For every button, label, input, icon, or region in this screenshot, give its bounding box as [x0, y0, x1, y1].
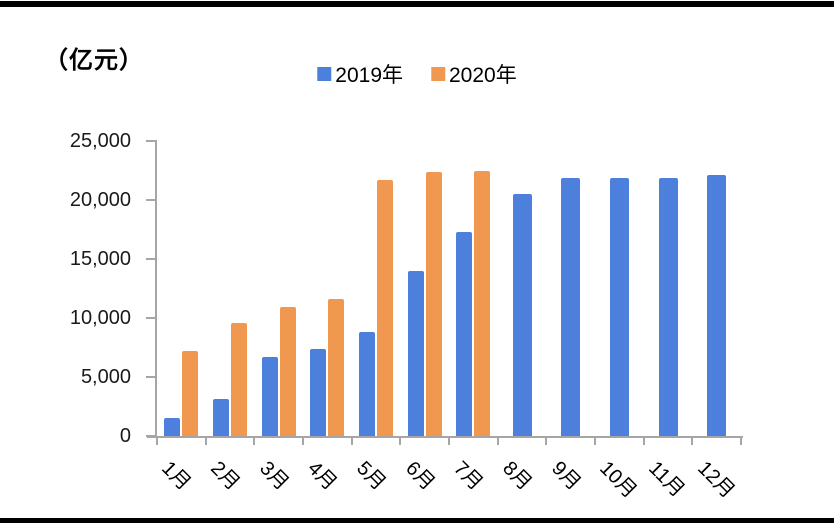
x-axis-label-m10: 10月	[595, 457, 641, 503]
bar-s0-m3	[261, 356, 278, 436]
legend-swatch-2019-icon	[317, 67, 332, 81]
x-axis-tick	[350, 437, 353, 445]
bar-s1-m4	[328, 299, 345, 436]
bar-s0-m1	[164, 418, 181, 436]
y-axis-tick-label: 5,000	[80, 366, 131, 388]
x-axis-tick	[594, 437, 596, 445]
bar-s0-m12	[707, 175, 727, 436]
y-axis-line	[155, 140, 157, 438]
x-axis-label-m8: 8月	[498, 457, 536, 495]
x-axis-tick	[691, 437, 694, 445]
legend-swatch-2020-icon	[431, 67, 445, 81]
y-axis-tick-label: 0	[119, 425, 131, 447]
y-axis-tick	[146, 435, 156, 437]
bar-s1-m5	[377, 179, 393, 436]
top-border-line	[0, 1, 834, 7]
bar-s0-m11	[658, 177, 678, 436]
x-axis-tick	[399, 437, 402, 445]
legend-label-2019: 2019年	[335, 64, 403, 87]
bottom-border-line	[0, 518, 834, 523]
x-axis-tick	[545, 437, 548, 445]
bar-s0-m5	[359, 332, 375, 436]
legend-label-2020: 2020年	[449, 64, 517, 87]
x-axis-label-m1: 1月	[157, 457, 196, 495]
x-axis-tick	[496, 437, 499, 445]
x-axis-label-m9: 9月	[546, 457, 585, 495]
legend-item-2019: 2019年	[317, 59, 403, 89]
legend-item-2020: 2020年	[431, 59, 517, 89]
x-axis-tick	[253, 437, 256, 445]
x-axis-label-m6: 6月	[400, 457, 439, 495]
bar-s1-m7	[474, 170, 491, 436]
bar-s0-m4	[310, 348, 327, 436]
x-axis-tick	[302, 437, 304, 445]
x-axis-line	[147, 436, 743, 438]
x-axis-label-m2: 2月	[206, 457, 244, 495]
y-axis-tick	[146, 258, 156, 260]
x-axis-tick	[156, 437, 158, 445]
y-axis-tick	[146, 376, 156, 378]
legend: 2019年 2020年	[317, 59, 517, 89]
y-axis-tick-label: 10,000	[69, 307, 131, 329]
bar-s1-m3	[279, 307, 296, 436]
y-axis-tick	[146, 199, 156, 201]
y-axis-tick-label: 20,000	[69, 189, 131, 211]
y-axis-tick	[146, 317, 156, 319]
x-axis-label-m7: 7月	[449, 457, 488, 495]
bar-s1-m2	[231, 322, 247, 436]
bar-s1-m1	[182, 351, 199, 436]
x-axis-label-m5: 5月	[352, 457, 390, 495]
x-axis-tick	[642, 437, 645, 445]
x-axis-label-m4: 4月	[303, 457, 342, 495]
x-axis-tick	[740, 437, 742, 445]
bar-s0-m6	[407, 270, 424, 436]
y-axis-unit-label: （亿元）	[44, 45, 144, 74]
y-axis-tick-label: 25,000	[69, 130, 131, 152]
bar-s0-m2	[213, 399, 229, 436]
x-axis-label-m3: 3月	[254, 457, 293, 495]
bar-s0-m8	[512, 194, 532, 436]
y-axis-tick-label: 15,000	[69, 248, 131, 270]
x-axis-tick	[204, 437, 207, 445]
bar-s0-m9	[561, 177, 581, 436]
bar-s0-m10	[609, 177, 629, 436]
x-axis-tick	[448, 437, 450, 445]
x-axis-label-m12: 12月	[692, 457, 739, 503]
bar-s0-m7	[456, 231, 473, 436]
y-axis-tick	[146, 140, 156, 142]
x-axis-label-m11: 11月	[644, 457, 689, 502]
bar-s1-m6	[425, 171, 442, 436]
